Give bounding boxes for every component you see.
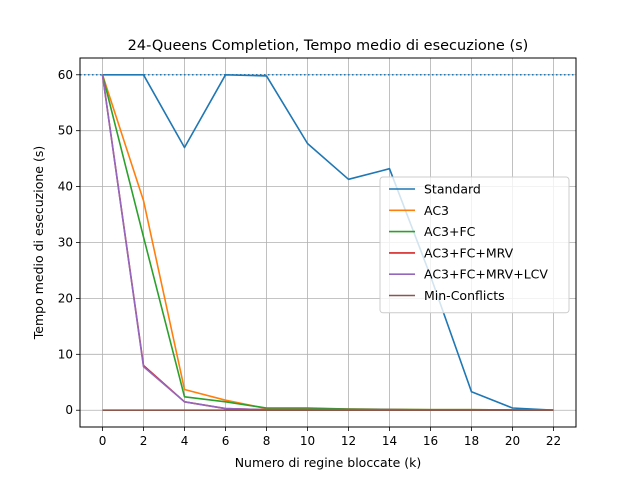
legend-entry-label: Min-Conflicts — [424, 288, 505, 303]
x-tick-label: 8 — [263, 434, 271, 448]
legend-entry-label: AC3 — [424, 203, 449, 218]
x-tick-label: 22 — [546, 434, 561, 448]
x-tick-label: 6 — [222, 434, 230, 448]
x-tick-label: 20 — [505, 434, 520, 448]
y-tick-label: 30 — [58, 236, 73, 250]
y-axis-label: Tempo medio di esecuzione (s) — [31, 146, 46, 340]
chart-title: 24-Queens Completion, Tempo medio di ese… — [128, 38, 529, 54]
x-tick-label: 4 — [181, 434, 189, 448]
x-tick-label: 12 — [341, 434, 356, 448]
x-tick-label: 10 — [300, 434, 315, 448]
series-line-standard — [102, 74, 554, 411]
y-tick-label: 20 — [58, 291, 73, 305]
y-tick-label: 10 — [58, 347, 73, 361]
x-tick-label: 16 — [423, 434, 438, 448]
axis-ticks: 0 2 4 6 8 10 12 14 16 18 20 22 0 10 20 30 40 50 60 — [58, 68, 561, 448]
y-tick-label: 0 — [65, 403, 73, 417]
x-axis-label: Numero di regine bloccate (k) — [235, 455, 422, 470]
legend-entry-label: Standard — [424, 182, 481, 197]
y-tick-label: 40 — [58, 180, 73, 194]
legend: Standard AC3 AC3+FC AC3+FC+MRV AC3+FC+MRV+LC… — [379, 176, 570, 314]
x-tick-label: 2 — [140, 434, 148, 448]
x-tick-label: 14 — [382, 434, 397, 448]
x-tick-label: 18 — [464, 434, 479, 448]
legend-entry-label: AC3+FC+MRV — [424, 245, 514, 260]
legend-entry-label: AC3+FC+MRV+LCV — [424, 267, 548, 282]
y-tick-label: 60 — [58, 68, 73, 82]
x-tick-label: 0 — [99, 434, 107, 448]
y-tick-label: 50 — [58, 124, 73, 138]
legend-entry-label: AC3+FC — [424, 224, 476, 239]
series-lines — [101, 74, 554, 412]
legend-box — [379, 176, 570, 314]
